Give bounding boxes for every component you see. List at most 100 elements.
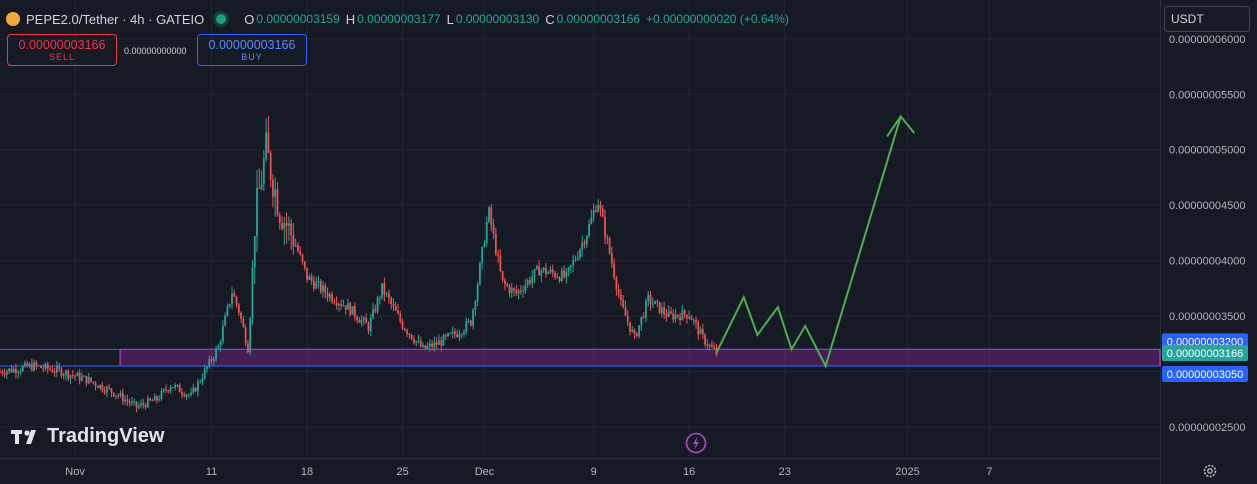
candle-body: [515, 290, 518, 294]
currency-select[interactable]: USDT: [1164, 6, 1250, 32]
candle-body: [651, 303, 654, 305]
symbol-title[interactable]: PEPE2.0/Tether · 4h · GATEIO: [26, 11, 205, 27]
candle-body: [158, 399, 161, 401]
high-label: H: [345, 11, 356, 27]
candle-body: [447, 333, 449, 336]
candle-body: [167, 390, 170, 392]
candle-body: [413, 339, 415, 343]
candle-body: [608, 238, 611, 253]
candle-body: [374, 309, 377, 312]
candle-body: [479, 263, 481, 285]
x-tick-label: Dec: [475, 466, 495, 478]
market-status-icon[interactable]: [216, 14, 227, 24]
candle-body: [708, 344, 711, 346]
projection-arrowhead[interactable]: [886, 114, 916, 137]
candle-body: [228, 303, 231, 306]
candle-body: [690, 316, 693, 321]
candle-body: [301, 254, 304, 262]
candle-body: [144, 404, 147, 408]
candle-body: [10, 368, 13, 373]
candle-body: [244, 327, 247, 344]
settings-gear-icon[interactable]: [1202, 463, 1218, 479]
candle-body: [44, 363, 47, 369]
candle-body: [210, 358, 213, 361]
candle-body: [299, 251, 302, 255]
candle-body: [401, 321, 404, 329]
projection-path[interactable]: [715, 116, 902, 369]
candle-body: [388, 293, 390, 299]
candle-body: [435, 342, 438, 345]
candle-body: [101, 384, 104, 391]
candle-body: [71, 375, 74, 377]
candle-body: [535, 266, 538, 270]
candle-body: [529, 279, 531, 283]
candle-body: [165, 389, 167, 391]
candle-body: [8, 368, 10, 372]
candle-body: [688, 316, 691, 319]
candle-body: [224, 315, 227, 326]
candle-body: [663, 307, 666, 315]
candle-body: [235, 296, 238, 305]
candle-body: [419, 340, 422, 347]
candle-body: [576, 257, 579, 260]
candle-body: [94, 382, 97, 387]
candle-body: [353, 306, 356, 317]
candle-body: [620, 294, 622, 301]
candle-body: [642, 316, 645, 318]
candle-body: [444, 335, 447, 337]
candle-body: [185, 394, 188, 397]
candle-body: [37, 365, 40, 367]
candle-body: [103, 390, 106, 393]
candle-body: [162, 389, 165, 391]
candle-body: [567, 267, 570, 272]
candle-body: [549, 269, 552, 273]
candle-body: [58, 366, 61, 369]
candle-body: [260, 184, 263, 189]
candle-body: [12, 368, 15, 373]
candle-body: [599, 205, 602, 209]
candle-body: [622, 300, 625, 308]
candle-body: [315, 282, 318, 289]
candle-body: [156, 396, 158, 401]
candle-body: [169, 387, 172, 391]
candle-body: [449, 333, 452, 335]
candle-body: [390, 298, 393, 304]
candle-body: [504, 280, 506, 285]
candle-body: [181, 392, 183, 395]
candle-body: [290, 223, 293, 235]
candle-body: [563, 270, 565, 277]
support-zone[interactable]: [119, 348, 1161, 367]
candle-body: [488, 207, 490, 222]
candle-body: [267, 132, 270, 153]
candle-body: [458, 334, 461, 337]
sell-button[interactable]: 0.00000003166 SELL: [7, 34, 117, 66]
event-marker-icon[interactable]: [685, 432, 707, 454]
candle-body: [649, 294, 652, 305]
candle-body: [658, 301, 661, 314]
candle-body: [278, 215, 281, 224]
x-tick-label: 16: [683, 466, 695, 478]
candle-body: [351, 306, 354, 315]
candle-body: [590, 217, 593, 224]
candle-body: [240, 312, 242, 320]
candle-body: [60, 368, 63, 376]
candle-body: [381, 283, 384, 298]
candle-body: [524, 284, 527, 291]
candle-body: [588, 223, 590, 237]
tradingview-logo: TradingView: [11, 425, 164, 448]
candle-body: [431, 343, 434, 348]
candle-body: [581, 242, 584, 250]
candle-body: [428, 343, 431, 347]
candle-body: [670, 311, 672, 314]
candle-body: [358, 320, 361, 323]
candle-body: [201, 378, 204, 382]
candle-body: [485, 221, 488, 244]
candle-body: [131, 401, 133, 404]
buy-button[interactable]: 0.00000003166 BUY: [197, 34, 307, 66]
candle-body: [83, 375, 86, 377]
candle-body: [483, 243, 486, 247]
candle-body: [99, 384, 101, 389]
x-tick-label: 23: [779, 466, 791, 478]
candle-body: [522, 290, 525, 292]
